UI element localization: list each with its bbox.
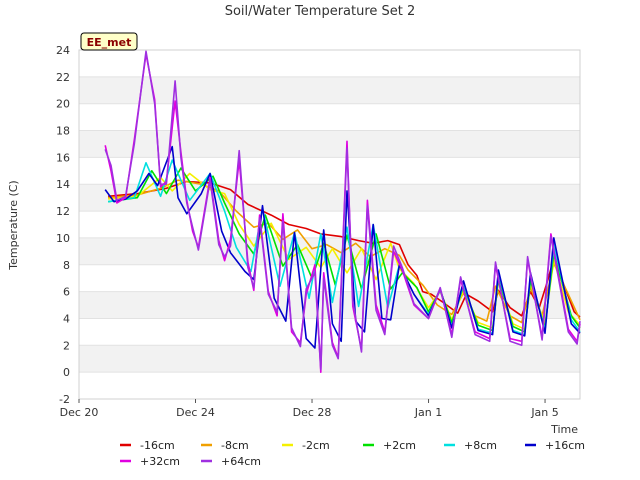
plot-frame	[78, 49, 581, 400]
series-line-8cm	[108, 179, 581, 324]
series-line-8cm	[107, 159, 581, 336]
legend-label: -16cm	[140, 439, 175, 452]
x-tick-label: Dec 24	[176, 406, 215, 419]
grid-band	[79, 184, 580, 212]
grid-band	[79, 237, 580, 265]
chart-title: Soil/Water Temperature Set 2	[225, 4, 416, 19]
y-tick-label: -2	[59, 393, 70, 406]
y-tick-label: 22	[56, 71, 70, 84]
x-axis-ticks: Dec 20 Dec 24 Dec 28 Jan 1 Jan 5	[60, 399, 559, 419]
y-tick-label: 2	[63, 339, 70, 352]
grid-band	[79, 76, 580, 104]
grid-band	[79, 130, 580, 158]
badge-label: EE_met	[87, 36, 132, 49]
grid-band	[79, 345, 580, 373]
series-line-64cm	[104, 50, 581, 371]
legend-label: +8cm	[464, 439, 497, 452]
y-tick-label: 6	[63, 286, 70, 299]
legend-label: +64cm	[221, 455, 261, 468]
x-tick-label: Dec 20	[60, 406, 99, 419]
legend-label: -2cm	[302, 439, 330, 452]
x-tick-label: Dec 28	[293, 406, 332, 419]
y-tick-label: 14	[56, 178, 70, 191]
y-tick-label: 8	[63, 259, 70, 272]
y-tick-label: 0	[63, 366, 70, 379]
grid-band	[79, 103, 580, 131]
y-tick-label: 10	[56, 232, 70, 245]
legend: -16cm -8cm -2cm +2cm +8cm +16cm +32cm +64cm	[120, 439, 585, 468]
badge-box	[80, 32, 138, 51]
y-tick-label: 20	[56, 98, 70, 111]
series-line-16cm	[104, 145, 581, 349]
grid-band	[79, 50, 580, 77]
series-lines	[104, 50, 581, 373]
x-axis-label: Time	[550, 423, 578, 436]
series-line-32cm	[104, 53, 581, 373]
legend-label: -8cm	[221, 439, 249, 452]
station-badge: EE_met	[80, 32, 138, 51]
grid-band	[79, 372, 580, 399]
legend-label: +2cm	[383, 439, 416, 452]
y-tick-label: 16	[56, 151, 70, 164]
grid-band	[79, 211, 580, 238]
x-tick-label: Jan 1	[414, 406, 442, 419]
y-tick-label: 4	[63, 312, 70, 325]
y-axis-label: Temperature (C)	[7, 180, 20, 270]
y-tick-label: 12	[56, 205, 70, 218]
legend-label: +16cm	[545, 439, 585, 452]
y-tick-label: 18	[56, 125, 70, 138]
y-tick-label: 24	[56, 44, 70, 57]
legend-label: +32cm	[140, 455, 180, 468]
x-tick-label: Jan 5	[530, 406, 558, 419]
